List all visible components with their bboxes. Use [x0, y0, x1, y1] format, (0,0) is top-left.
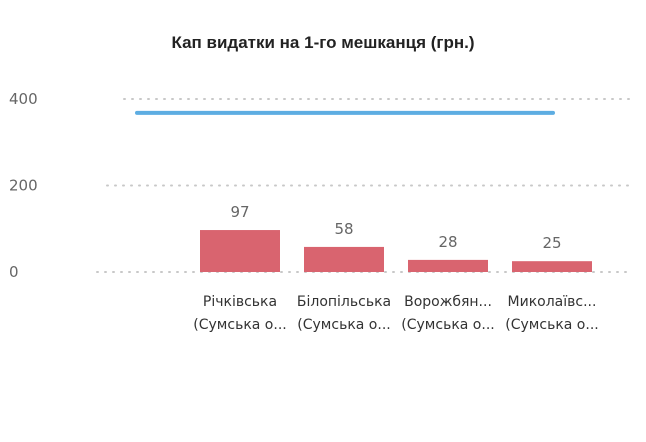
- category-label: (Сумська о...: [505, 317, 598, 333]
- bar[interactable]: [200, 230, 280, 272]
- bar[interactable]: [408, 259, 488, 272]
- category-label: (Сумська о...: [401, 317, 494, 333]
- data-label: 58: [334, 220, 353, 238]
- category-label: Ворожбян...: [404, 294, 492, 310]
- data-label: 97: [230, 203, 249, 221]
- y-tick-label: 400: [9, 90, 38, 108]
- bar[interactable]: [304, 246, 384, 272]
- bars: [200, 230, 592, 272]
- category-label: Білопільська: [297, 294, 391, 310]
- category-label: (Сумська о...: [193, 317, 286, 333]
- category-label: (Сумська о...: [297, 317, 390, 333]
- y-tick-label: 200: [9, 177, 38, 195]
- data-labels: 97 58 28 25: [230, 203, 561, 252]
- data-label: 25: [542, 234, 561, 252]
- grid-lines: [96, 98, 633, 273]
- category-labels: Річківська (Сумська о... Білопільська (Сумс…: [193, 294, 598, 333]
- chart-title: Кап видатки на 1-го мешканця (грн.): [171, 33, 475, 52]
- y-tick-label: 0: [9, 263, 19, 281]
- y-axis-ticks: 0 200 400: [9, 90, 38, 281]
- category-label: Миколаївс...: [508, 294, 597, 310]
- category-label: Річківська: [203, 294, 277, 310]
- data-label: 28: [438, 233, 457, 251]
- bar[interactable]: [512, 261, 592, 272]
